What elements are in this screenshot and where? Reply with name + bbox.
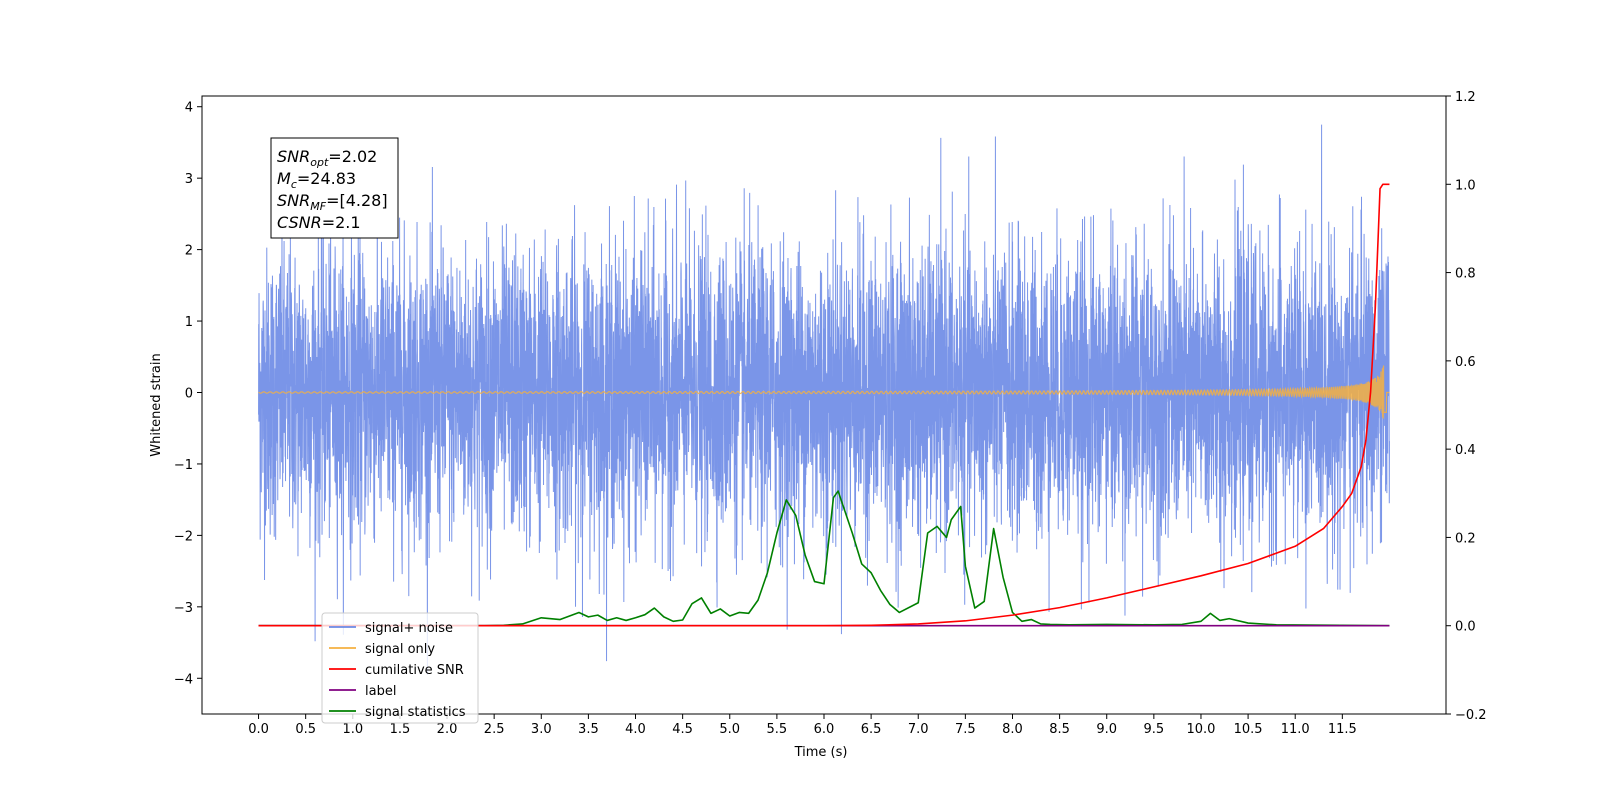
y-tick-label: 3 (185, 172, 193, 187)
x-tick-label: 5.5 (767, 722, 788, 737)
x-tick-label: 1.0 (342, 722, 363, 737)
legend-label: label (365, 684, 396, 699)
x-tick-label: 2.0 (437, 722, 458, 737)
annotation-line: Mc=24.83 (277, 169, 356, 191)
series-signal-statistics (258, 490, 1390, 627)
annotation-symbol: M (277, 169, 291, 188)
legend: signal+ noise signal only cumilative SNR la… (321, 612, 479, 724)
x-tick-label: 4.5 (672, 722, 693, 737)
y-tick-label: −2 (174, 529, 193, 544)
annotation-value: =2.02 (328, 147, 377, 166)
y-tick-label: 1 (185, 315, 193, 330)
x-axis-label: Time (s) (794, 745, 848, 760)
annotation-subscript: opt (310, 156, 329, 169)
y2-tick-label: 0.6 (1455, 355, 1476, 370)
x-tick-label: 0.0 (248, 722, 269, 737)
y-tick-label: −3 (174, 601, 193, 616)
y-axis-label: Whitened strain (149, 353, 164, 456)
y-axis-left: −4 −3 −2 −1 0 1 2 3 4 (174, 101, 202, 687)
y2-tick-label: 0.8 (1455, 267, 1476, 282)
x-tick-label: 6.5 (861, 722, 882, 737)
annotation-value: =24.83 (297, 169, 356, 188)
annotation-symbol: CSNR (277, 213, 322, 232)
x-tick-label: 10.5 (1234, 722, 1263, 737)
series-signal-only (258, 365, 1390, 419)
y-tick-label: −4 (174, 672, 193, 687)
x-tick-label: 7.0 (908, 722, 929, 737)
x-tick-label: 8.0 (1002, 722, 1023, 737)
y-tick-label: −1 (174, 458, 193, 473)
y-tick-label: 2 (185, 244, 193, 259)
x-tick-label: 6.0 (814, 722, 835, 737)
x-tick-label: 8.5 (1049, 722, 1070, 737)
y2-tick-label: 1.0 (1455, 178, 1476, 193)
annotation-line: SNRMF=[4.28] (277, 191, 388, 213)
x-axis: 0.0 0.5 1.0 1.5 2.0 2.5 3.0 3.5 4.0 4.5 5.0 5.5 6.0 6… (248, 714, 1357, 737)
x-tick-label: 4.0 (625, 722, 646, 737)
y-tick-label: 0 (185, 386, 193, 401)
x-tick-label: 11.5 (1328, 722, 1357, 737)
legend-label: signal statistics (365, 705, 466, 720)
annotation-subscript: c (291, 178, 297, 191)
annotation-symbol: SNR (277, 147, 310, 166)
annotation-line: CSNR=2.1 (277, 213, 361, 232)
x-tick-label: 5.0 (719, 722, 740, 737)
annotation-line: SNRopt=2.02 (277, 147, 377, 169)
y2-tick-label: 0.2 (1455, 531, 1476, 546)
x-tick-label: 7.5 (955, 722, 976, 737)
x-tick-label: 3.0 (531, 722, 552, 737)
y-tick-label: 4 (185, 101, 193, 116)
annotation-symbol: SNR (277, 191, 310, 210)
plot-series (258, 124, 1390, 675)
x-tick-label: 1.5 (390, 722, 411, 737)
x-tick-label: 9.0 (1096, 722, 1117, 737)
x-tick-label: 11.0 (1281, 722, 1310, 737)
annotation-value: =2.1 (322, 213, 361, 232)
y2-tick-label: 1.2 (1455, 90, 1476, 105)
annotation-subscript: MF (310, 200, 326, 213)
x-tick-label: 10.0 (1186, 722, 1215, 737)
x-tick-label: 2.5 (484, 722, 505, 737)
x-tick-label: 9.5 (1144, 722, 1165, 737)
legend-label: signal only (365, 642, 435, 657)
y-axis-right: −0.2 0.0 0.2 0.4 0.6 0.8 1.0 1.2 (1446, 90, 1487, 723)
x-tick-label: 0.5 (295, 722, 316, 737)
series-cumulative-snr (258, 183, 1390, 627)
annotation-value: =[4.28] (326, 191, 388, 210)
x-tick-label: 3.5 (578, 722, 599, 737)
y2-tick-label: −0.2 (1455, 708, 1487, 723)
legend-label: cumilative SNR (365, 663, 464, 678)
y2-tick-label: 0.0 (1455, 620, 1476, 635)
legend-label: signal+ noise (365, 621, 453, 636)
series-signal-noise (258, 124, 1390, 675)
y2-tick-label: 0.4 (1455, 443, 1476, 458)
